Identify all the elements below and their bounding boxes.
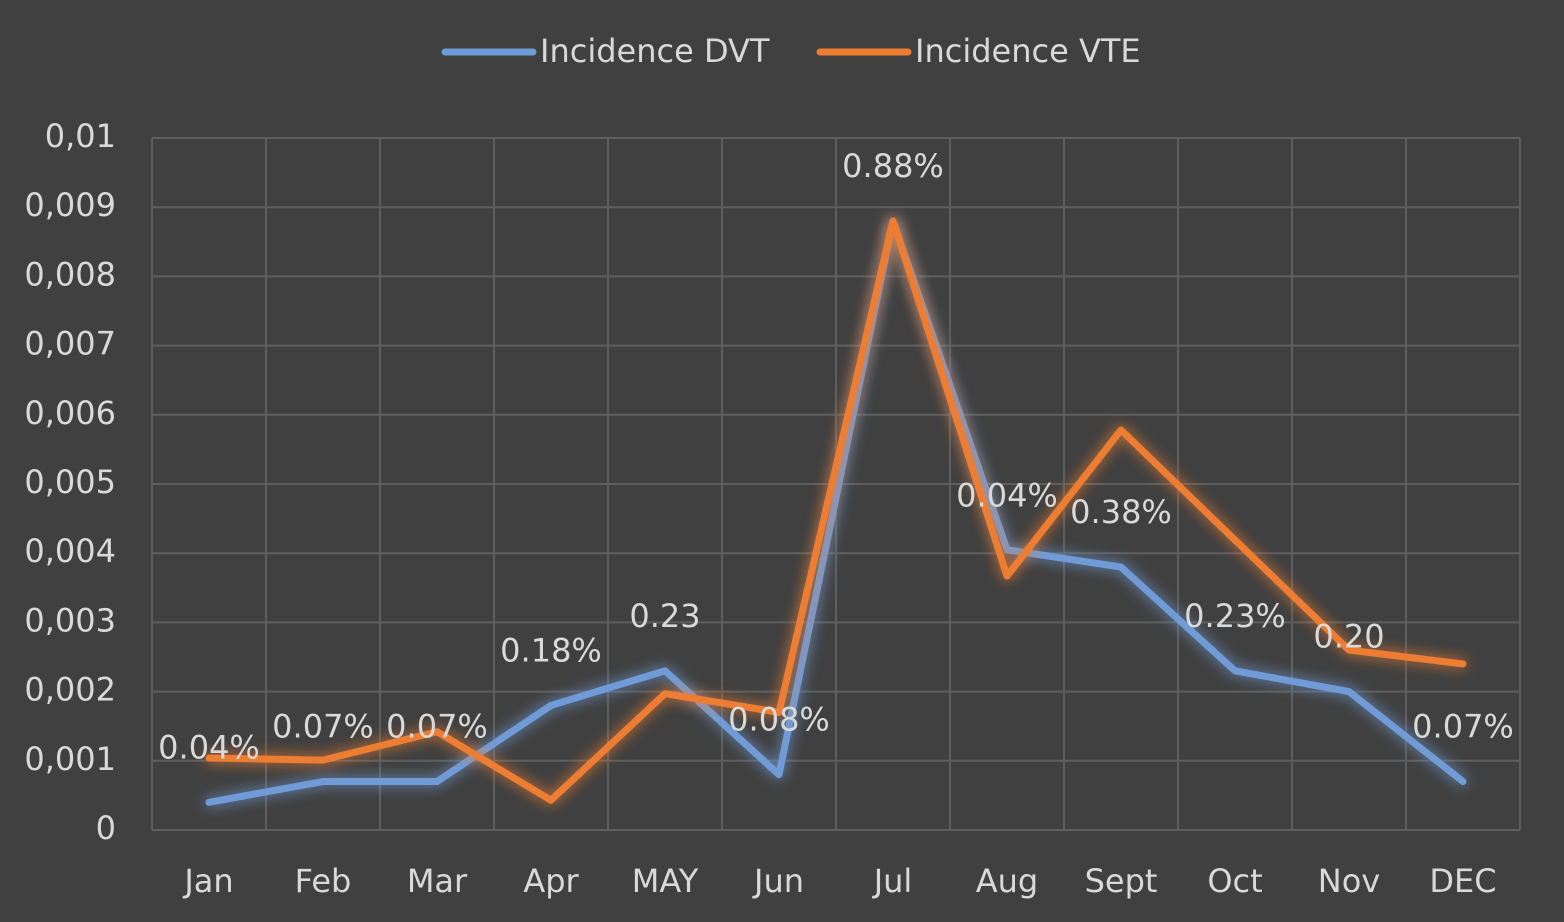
x-tick-label: Feb xyxy=(295,862,352,900)
x-tick-label: Nov xyxy=(1318,862,1380,900)
data-label: 0.88% xyxy=(842,147,944,185)
data-label: 0.23 xyxy=(629,597,700,635)
x-tick-label: Oct xyxy=(1207,862,1262,900)
x-tick-label: Aug xyxy=(976,862,1038,900)
x-tick-label: Sept xyxy=(1085,862,1158,900)
y-tick-label: 0,008 xyxy=(24,255,116,293)
data-label: 0.07% xyxy=(386,708,488,746)
y-tick-label: 0 xyxy=(96,809,116,847)
annotation: 0.04% xyxy=(956,477,1058,515)
y-tick-label: 0,003 xyxy=(24,601,116,639)
legend-label: Incidence DVT xyxy=(540,32,770,70)
x-tick-label: Jun xyxy=(752,862,804,900)
x-tick-label: DEC xyxy=(1429,862,1496,900)
x-tick-label: Jan xyxy=(182,862,233,900)
data-label: 0.20 xyxy=(1313,618,1384,656)
data-label: 0.18% xyxy=(500,631,602,669)
series-line xyxy=(205,217,1467,806)
series-line xyxy=(205,217,1467,804)
x-tick-label: Mar xyxy=(407,862,468,900)
data-label: 0.38% xyxy=(1070,493,1172,531)
y-tick-label: 0,01 xyxy=(45,117,116,155)
y-tick-label: 0,007 xyxy=(24,325,116,363)
y-tick-label: 0,002 xyxy=(24,671,116,709)
x-tick-label: Jul xyxy=(872,862,913,900)
y-tick-label: 0,001 xyxy=(24,740,116,778)
y-tick-label: 0,004 xyxy=(24,532,116,570)
data-label: 0.23% xyxy=(1184,597,1286,635)
y-tick-label: 0,005 xyxy=(24,463,116,501)
y-tick-label: 0,006 xyxy=(24,394,116,432)
data-label: 0.04% xyxy=(158,728,260,766)
x-tick-label: MAY xyxy=(632,862,699,900)
data-label: 0.07% xyxy=(272,708,374,746)
data-label: 0.07% xyxy=(1412,708,1514,746)
y-tick-label: 0,009 xyxy=(24,186,116,224)
x-tick-label: Apr xyxy=(523,862,579,900)
data-label: 0.08% xyxy=(728,701,830,739)
legend-label: Incidence VTE xyxy=(915,32,1141,70)
